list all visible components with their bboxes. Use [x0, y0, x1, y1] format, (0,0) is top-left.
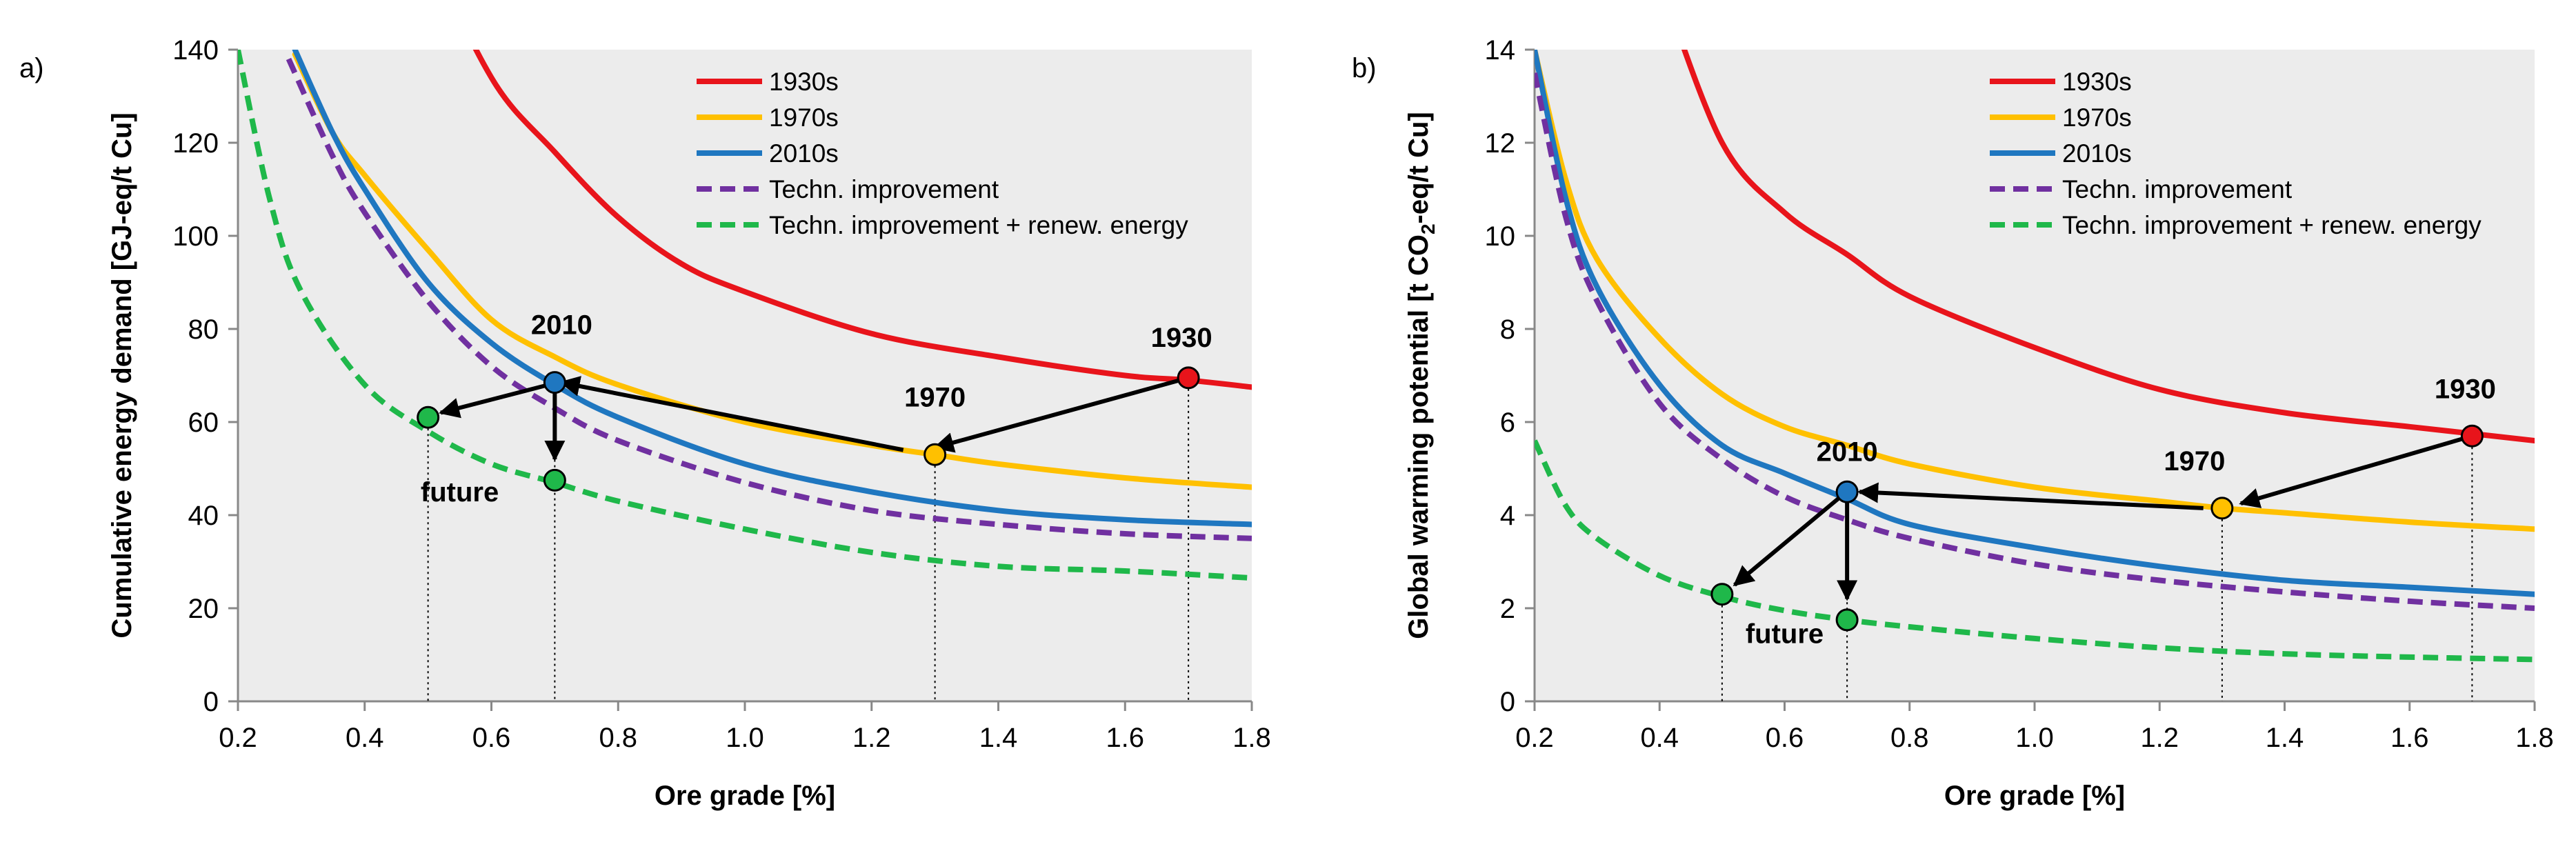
- series-line-techn: [1535, 72, 2535, 611]
- x-tick-label: 0.8: [599, 723, 637, 753]
- x-tick-label: 0.2: [1515, 723, 1554, 753]
- data-point-renew: [543, 468, 566, 492]
- x-tick-label: 0.6: [1766, 723, 1804, 753]
- arrow: [1857, 482, 2204, 510]
- point-label: 2010: [1817, 437, 1878, 467]
- arrow: [1733, 494, 1842, 587]
- plot-area: [238, 50, 1252, 701]
- series-group: [238, 50, 1252, 581]
- y-tick-label: 120: [172, 128, 219, 159]
- point-label: 1970: [904, 382, 966, 412]
- legend-label: 1930s: [2062, 68, 2132, 96]
- x-tick-label: 1.4: [2266, 723, 2304, 753]
- y-tick-label: 4: [1500, 501, 1515, 531]
- panel-label: b): [1352, 53, 1377, 83]
- series-line-2010s: [1535, 50, 2535, 597]
- y-tick-label: 10: [1485, 221, 1516, 252]
- legend-label: 1970s: [769, 103, 839, 132]
- series-line-1930s: [1681, 50, 2535, 443]
- x-tick-label: 1.8: [1232, 723, 1271, 753]
- y-axis-title-part: Global warming potential [t CO: [1404, 234, 1434, 639]
- data-point-1970s: [2210, 497, 2234, 520]
- x-tick-label: 0.8: [1890, 723, 1929, 753]
- x-tick-label: 1.0: [2015, 723, 2054, 753]
- point-label: 1970: [2164, 446, 2225, 477]
- x-tick-label: 0.6: [472, 723, 511, 753]
- point-label: 1930: [1151, 323, 1212, 353]
- arrow: [439, 383, 549, 419]
- x-tick-label: 1.2: [2140, 723, 2179, 753]
- panel-label: a): [19, 53, 44, 83]
- x-tick-label: 1.4: [979, 723, 1018, 753]
- y-tick-label: 12: [1485, 128, 1516, 159]
- legend-label: 1930s: [769, 68, 839, 96]
- legend-label: 2010s: [2062, 139, 2132, 168]
- legend-label: Techn. improvement: [769, 175, 999, 203]
- y-tick-label: 2: [1500, 594, 1515, 624]
- data-point-1970s: [923, 443, 947, 466]
- y-axis-title: Global warming potential [t CO2-eq/t Cu]: [1404, 112, 1439, 639]
- x-tick-label: 0.4: [346, 723, 384, 753]
- series-line-renew: [238, 50, 1252, 581]
- x-tick-label: 0.2: [219, 723, 257, 753]
- legend-label: 1970s: [2062, 103, 2132, 132]
- y-tick-label: 14: [1485, 35, 1516, 66]
- legend: 1930s 1970s 2010s Techn. improvement Techn. …: [697, 68, 1188, 239]
- y-tick-label: 0: [203, 687, 219, 717]
- legend-label: 2010s: [769, 139, 839, 168]
- data-point-2010s: [1835, 480, 1859, 503]
- y-axis-title-part: -eq/t Cu]: [1404, 112, 1434, 223]
- y-tick-label: 0: [1500, 687, 1515, 717]
- point-label: 1930: [2435, 374, 2496, 404]
- data-point-2010s: [543, 371, 566, 394]
- arrow: [932, 375, 1189, 453]
- data-point-1930s: [2460, 424, 2484, 448]
- point-label: 2010: [531, 310, 592, 341]
- series-line-renew: [1535, 439, 2535, 663]
- x-tick-label: 0.4: [1640, 723, 1679, 753]
- series-line-1930s: [472, 50, 1252, 390]
- chart-panel-b: b) 0.2 0.4 0.6 0.8 1.0 1.2 1.4 1.6 1.8 0 2 4 6 8 10 12 14…: [1352, 35, 2554, 811]
- legend-label: Techn. improvement: [2062, 175, 2293, 203]
- x-tick-label: 1.6: [2390, 723, 2429, 753]
- x-tick-label: 1.2: [852, 723, 891, 753]
- x-axis-title: Ore grade [%]: [655, 781, 835, 811]
- series-line-techn: [286, 57, 1252, 541]
- legend-label: Techn. improvement + renew. energy: [2062, 211, 2482, 239]
- x-tick-label: 1.0: [726, 723, 764, 753]
- x-tick-label: 1.8: [2515, 723, 2554, 753]
- future-annotation: future: [1746, 619, 1824, 650]
- series-line-1970s: [1535, 50, 2535, 532]
- y-axis-title: Cumulative energy demand [GJ-eq/t Cu]: [107, 112, 137, 638]
- y-tick-label: 80: [188, 314, 219, 345]
- chart-panel-a: a) 0.2 0.4 0.6 0.8 1.0 1.2 1.4 1.6 1.8 0 20 40 60 80 10…: [19, 35, 1271, 811]
- y-tick-label: 140: [172, 35, 219, 66]
- y-tick-label: 6: [1500, 408, 1515, 438]
- series-group: [1535, 50, 2535, 663]
- y-tick-label: 60: [188, 408, 219, 438]
- y-tick-label: 100: [172, 221, 219, 252]
- arrow: [2239, 434, 2473, 508]
- data-point-1930s: [1177, 366, 1200, 390]
- legend: 1930s 1970s 2010s Techn. improvement Techn. …: [1990, 68, 2482, 239]
- x-tick-label: 1.6: [1106, 723, 1144, 753]
- x-axis-title: Ore grade [%]: [1944, 781, 2125, 811]
- arrow: [559, 376, 904, 452]
- series-line-2010s: [292, 50, 1252, 528]
- y-tick-label: 20: [188, 594, 219, 624]
- future-annotation: future: [421, 477, 499, 508]
- plot-area: [1535, 50, 2535, 701]
- legend-label: Techn. improvement + renew. energy: [769, 211, 1188, 239]
- data-point-renew: [1710, 583, 1734, 606]
- data-point-renew: [1835, 608, 1859, 632]
- y-tick-label: 40: [188, 501, 219, 531]
- data-point-renew: [417, 405, 440, 429]
- series-line-1970s: [292, 51, 1252, 490]
- y-tick-label: 8: [1500, 314, 1515, 345]
- y-axis-title-subscript: 2: [1417, 223, 1439, 234]
